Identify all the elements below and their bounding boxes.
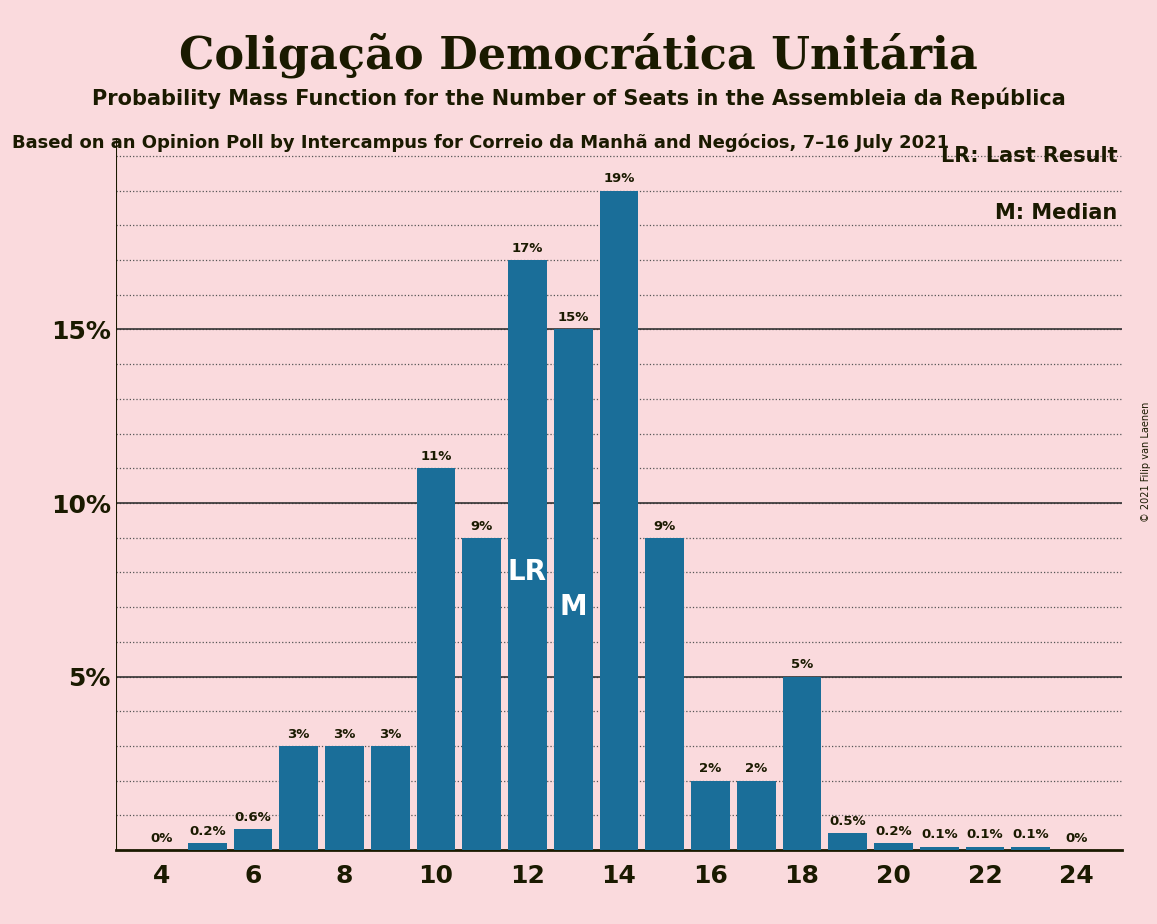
Text: 5%: 5% xyxy=(791,658,813,672)
Text: 9%: 9% xyxy=(471,519,493,532)
Bar xyxy=(325,746,364,850)
Text: 0.1%: 0.1% xyxy=(1012,829,1049,842)
Text: 0.2%: 0.2% xyxy=(875,825,912,838)
Text: 0.1%: 0.1% xyxy=(967,829,1003,842)
Bar xyxy=(782,676,821,850)
Text: 3%: 3% xyxy=(333,728,355,741)
Bar xyxy=(508,260,547,850)
Text: 0.6%: 0.6% xyxy=(235,811,272,824)
Text: 0.1%: 0.1% xyxy=(921,829,958,842)
Bar xyxy=(737,781,775,850)
Text: LR: Last Result: LR: Last Result xyxy=(941,146,1118,165)
Text: 3%: 3% xyxy=(379,728,401,741)
Text: M: Median: M: Median xyxy=(995,202,1118,223)
Text: 0%: 0% xyxy=(1066,832,1088,845)
Bar xyxy=(599,190,639,850)
Bar xyxy=(279,746,318,850)
Bar xyxy=(828,833,868,850)
Text: 11%: 11% xyxy=(420,450,451,463)
Text: 0.5%: 0.5% xyxy=(830,815,867,828)
Bar xyxy=(234,829,272,850)
Bar xyxy=(463,538,501,850)
Text: 0.2%: 0.2% xyxy=(189,825,226,838)
Text: © 2021 Filip van Laenen: © 2021 Filip van Laenen xyxy=(1141,402,1151,522)
Text: 17%: 17% xyxy=(511,242,543,255)
Text: 19%: 19% xyxy=(603,173,635,186)
Text: 0%: 0% xyxy=(150,832,172,845)
Text: Based on an Opinion Poll by Intercampus for Correio da Manhã and Negócios, 7–16 : Based on an Opinion Poll by Intercampus … xyxy=(12,134,949,152)
Bar xyxy=(370,746,410,850)
Bar xyxy=(417,468,456,850)
Bar xyxy=(874,843,913,850)
Text: 2%: 2% xyxy=(699,762,722,775)
Text: 15%: 15% xyxy=(558,311,589,324)
Text: Probability Mass Function for the Number of Seats in the Assembleia da República: Probability Mass Function for the Number… xyxy=(91,88,1066,109)
Bar xyxy=(920,846,959,850)
Bar xyxy=(691,781,730,850)
Text: Coligação Democrática Unitária: Coligação Democrática Unitária xyxy=(179,32,978,78)
Text: 3%: 3% xyxy=(288,728,310,741)
Text: 2%: 2% xyxy=(745,762,767,775)
Bar xyxy=(646,538,684,850)
Text: LR: LR xyxy=(508,558,547,587)
Bar xyxy=(1011,846,1051,850)
Bar xyxy=(966,846,1004,850)
Bar xyxy=(187,843,227,850)
Text: M: M xyxy=(560,593,587,621)
Text: 9%: 9% xyxy=(654,519,676,532)
Bar xyxy=(554,330,592,850)
